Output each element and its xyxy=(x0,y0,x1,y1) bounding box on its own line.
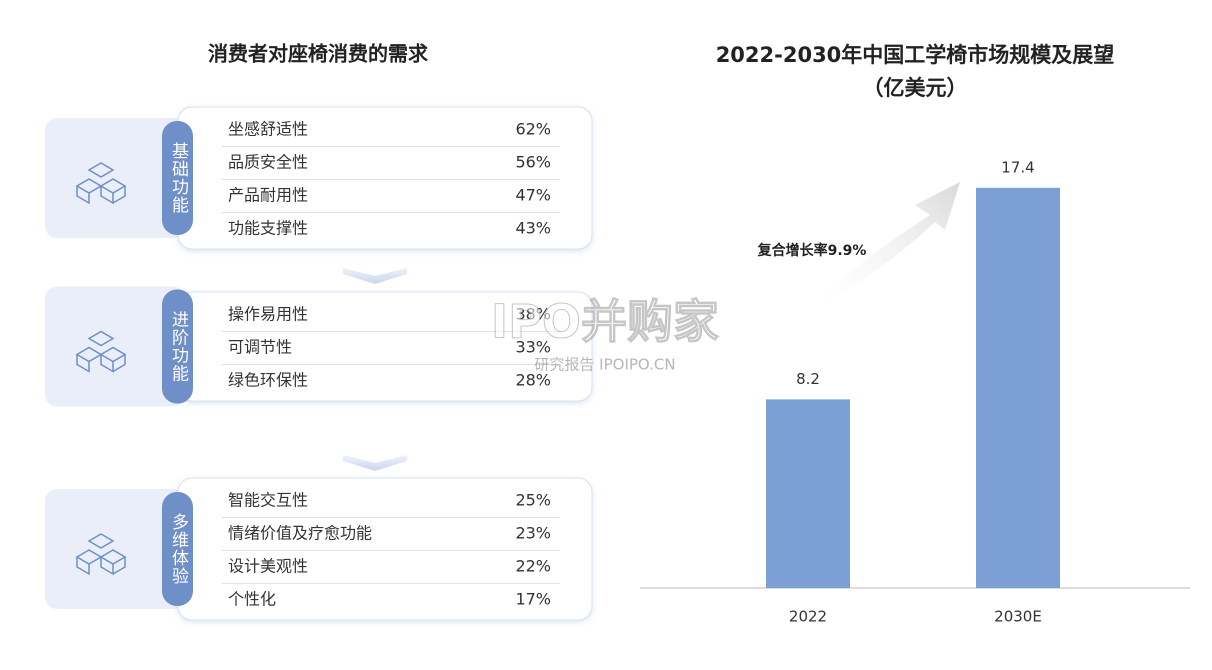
chevron xyxy=(343,268,407,284)
item-name: 智能交互性 xyxy=(228,491,308,510)
watermark-title: IPO并购家 xyxy=(491,295,719,349)
icon-tile xyxy=(45,118,185,238)
icon xyxy=(75,533,127,576)
icon xyxy=(75,330,127,373)
item-value: 56% xyxy=(515,153,551,172)
group-pill xyxy=(162,289,193,404)
item-name: 绿色环保性 xyxy=(228,371,308,390)
bar xyxy=(766,399,850,588)
item-name: 品质安全性 xyxy=(228,153,308,172)
watermark-subtitle: 研究报告 IPOIPO.CN xyxy=(534,356,675,374)
value-label: 17.4 xyxy=(1001,158,1034,176)
chart-subtitle: （亿美元） xyxy=(863,76,968,100)
item-name: 可调节性 xyxy=(228,338,292,357)
item-value: 25% xyxy=(515,491,551,510)
annotation: 复合增长率9.9% xyxy=(757,242,867,259)
item-value: 38% xyxy=(515,305,551,324)
item-value: 33% xyxy=(515,338,551,357)
item-value: 23% xyxy=(515,524,551,543)
x-tick-label: 2022 xyxy=(789,608,827,626)
item-name: 操作易用性 xyxy=(228,305,308,324)
x-tick-label: 2030E xyxy=(994,608,1042,626)
item-value: 47% xyxy=(515,186,551,205)
item-value: 28% xyxy=(515,371,551,390)
item-name: 个性化 xyxy=(228,590,276,609)
item-value: 43% xyxy=(515,219,551,238)
item-name: 产品耐用性 xyxy=(228,186,308,205)
group-pill xyxy=(162,492,193,606)
item-name: 功能支撑性 xyxy=(228,219,308,238)
growth-arrow xyxy=(815,182,960,305)
group-pill xyxy=(162,121,193,235)
item-value: 17% xyxy=(515,590,551,609)
item-value: 62% xyxy=(515,120,551,139)
icon xyxy=(75,162,127,205)
left-title: 消费者对座椅消费的需求 xyxy=(208,42,429,66)
item-name: 坐感舒适性 xyxy=(228,120,308,139)
chart-title: 2022-2030年中国工学椅市场规模及展望 xyxy=(716,43,1115,67)
value-label: 8.2 xyxy=(796,370,820,388)
group-label: 进阶功能 xyxy=(168,310,189,382)
chevron xyxy=(343,455,407,471)
group-label: 多维体验 xyxy=(168,513,189,585)
item-value: 22% xyxy=(515,557,551,576)
icon-tile xyxy=(45,286,185,407)
group-label: 基础功能 xyxy=(168,142,189,214)
item-name: 设计美观性 xyxy=(228,557,308,576)
bar xyxy=(976,187,1060,589)
item-name: 情绪价值及疗愈功能 xyxy=(228,524,372,543)
icon-tile xyxy=(45,489,185,609)
